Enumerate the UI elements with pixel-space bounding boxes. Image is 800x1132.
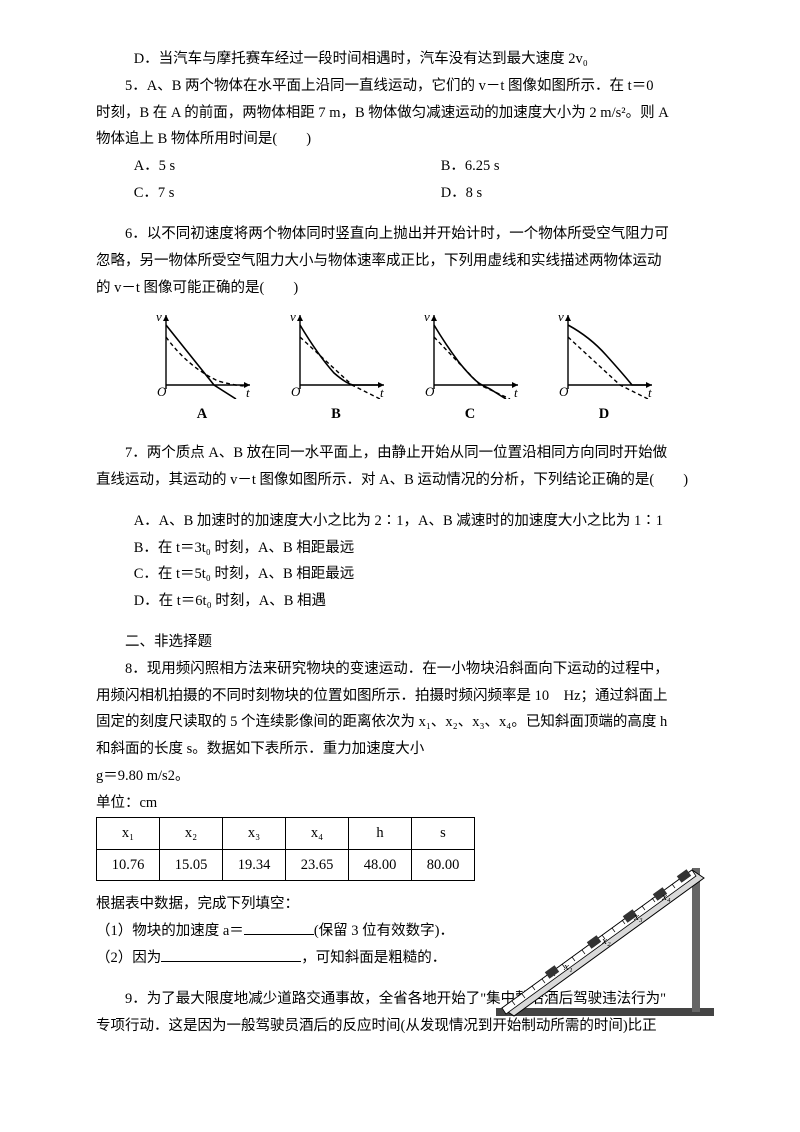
q8-data-table: x₁ x₂ x₃ x₄ h s 10.76 15.05 19.34 23.65 … — [96, 817, 475, 882]
q7-stem-line1: 7．两个质点 A、B 放在同一水平面上，由静止开始从同一位置沿相同方向同时开始做 — [96, 440, 710, 467]
q5-option-c: C．7 s — [96, 180, 403, 207]
svg-text:x₃: x₃ — [633, 911, 643, 923]
q7-option-a: A．A、B 加速时的加速度大小之比为 2∶1，A、B 减速时的加速度大小之比为 … — [96, 508, 710, 535]
q8-sub2-a: （2）因为 — [96, 950, 161, 966]
table-header: x₂ — [160, 817, 223, 849]
q8-unit-label: 单位：cm — [96, 790, 710, 817]
q8-sub2-b: ，可知斜面是粗糙的． — [301, 950, 446, 966]
q8-sub1-b: (保留 3 位有效数字)． — [314, 923, 454, 939]
table-header: x₁ — [97, 817, 160, 849]
svg-text:v: v — [558, 309, 564, 324]
table-header-row: x₁ x₂ x₃ x₄ h s — [97, 817, 475, 849]
q5-stem-line3: 物体追上 B 物体所用时间是( ) — [96, 126, 710, 153]
q6-graph-label: B — [281, 401, 391, 428]
incline-icon: x₁ x₂ x₃ x₄ — [492, 852, 720, 1022]
q6-stem-line1: 6．以不同初速度将两个物体同时竖直向上抛出并开始计时，一个物体所受空气阻力可 — [96, 221, 710, 248]
q6-stem-line2: 忽略，另一物体所受空气阻力大小与物体速率成正比，下列用虚线和实线描述两物体运动 — [96, 248, 710, 275]
q7-option-c: C．在 t＝5t₀ 时刻，A、B 相距最远 — [96, 561, 710, 588]
q5-option-d: D．8 s — [403, 180, 710, 207]
svg-text:x₂: x₂ — [601, 935, 611, 947]
q5-option-b: B．6.25 s — [403, 153, 710, 180]
table-header: x₄ — [286, 817, 349, 849]
q8-stem-line1: 8．现用频闪照相方法来研究物块的变速运动．在一小物块沿斜面向下运动的过程中， — [96, 656, 710, 683]
q6-graph-a: v t O A — [147, 307, 257, 428]
svg-text:O: O — [559, 384, 569, 399]
svg-text:t: t — [380, 385, 384, 399]
q8-stem-line2: 用频闪相机拍摄的不同时刻物块的位置如图所示．拍摄时频闪频率是 10 Hz；通过斜… — [96, 683, 710, 710]
q7-option-b: B．在 t＝3t₀ 时刻，A、B 相距最远 — [96, 535, 710, 562]
blank-input[interactable] — [244, 919, 314, 935]
q8-stem-line4: 和斜面的长度 s。数据如下表所示．重力加速度大小 — [96, 736, 710, 763]
table-cell: 80.00 — [412, 849, 475, 881]
q4-option-d: D．当汽车与摩托赛车经过一段时间相遇时，汽车没有达到最大速度 2v₀ — [96, 46, 710, 73]
svg-text:x₄: x₄ — [661, 891, 671, 903]
table-header: s — [412, 817, 475, 849]
vt-graph-icon: v t O — [148, 307, 256, 399]
q8-incline-figure: x₁ x₂ x₃ x₄ — [492, 852, 720, 1032]
blank-input[interactable] — [161, 946, 301, 962]
table-cell: 23.65 — [286, 849, 349, 881]
q6-stem-line3: 的 v－t 图像可能正确的是( ) — [96, 275, 710, 302]
q6-graphs: v t O A v t O B — [96, 307, 710, 428]
q5-options-row1: A．5 s B．6.25 s — [96, 153, 710, 180]
svg-text:t: t — [246, 385, 250, 399]
q6-graph-label: D — [549, 401, 659, 428]
svg-text:O: O — [157, 384, 167, 399]
svg-text:v: v — [424, 309, 430, 324]
table-cell: 15.05 — [160, 849, 223, 881]
table-cell: 19.34 — [223, 849, 286, 881]
q7-stem-line2: 直线运动，其运动的 v－t 图像如图所示．对 A、B 运动情况的分析，下列结论正… — [96, 467, 710, 494]
q5-options-row2: C．7 s D．8 s — [96, 180, 710, 207]
q6-graph-b: v t O B — [281, 307, 391, 428]
vt-graph-icon: v t O — [550, 307, 658, 399]
svg-text:t: t — [514, 385, 518, 399]
q8-stem-line3: 固定的刻度尺读取的 5 个连续影像间的距离依次为 x₁、x₂、x₃、x₄。已知斜… — [96, 709, 710, 736]
table-header: h — [349, 817, 412, 849]
q6-graph-c: v t O C — [415, 307, 525, 428]
svg-text:O: O — [425, 384, 435, 399]
q6-graph-d: v t O D — [549, 307, 659, 428]
table-cell: 10.76 — [97, 849, 160, 881]
q5-option-a: A．5 s — [96, 153, 403, 180]
svg-text:x₁: x₁ — [563, 961, 573, 973]
q6-graph-label: A — [147, 401, 257, 428]
page: D．当汽车与摩托赛车经过一段时间相遇时，汽车没有达到最大速度 2v₀ 5．A、B… — [0, 0, 800, 1132]
svg-text:O: O — [291, 384, 301, 399]
q5-stem-line1: 5．A、B 两个物体在水平面上沿同一直线运动，它们的 v－t 图像如图所示．在 … — [96, 73, 710, 100]
section-2-heading: 二、非选择题 — [96, 629, 710, 656]
q8-sub1-a: （1）物块的加速度 a＝ — [96, 923, 244, 939]
svg-text:v: v — [290, 309, 296, 324]
table-header: x₃ — [223, 817, 286, 849]
q8-stem-line5: g＝9.80 m/s2。 — [96, 763, 710, 790]
q5-stem-line2: 时刻，B 在 A 的前面，两物体相距 7 m，B 物体做匀减速运动的加速度大小为… — [96, 100, 710, 127]
table-cell: 48.00 — [349, 849, 412, 881]
q7-option-d: D．在 t＝6t₀ 时刻，A、B 相遇 — [96, 588, 710, 615]
svg-text:v: v — [156, 309, 162, 324]
svg-text:t: t — [648, 385, 652, 399]
vt-graph-icon: v t O — [282, 307, 390, 399]
table-row: 10.76 15.05 19.34 23.65 48.00 80.00 — [97, 849, 475, 881]
q6-graph-label: C — [415, 401, 525, 428]
vt-graph-icon: v t O — [416, 307, 524, 399]
